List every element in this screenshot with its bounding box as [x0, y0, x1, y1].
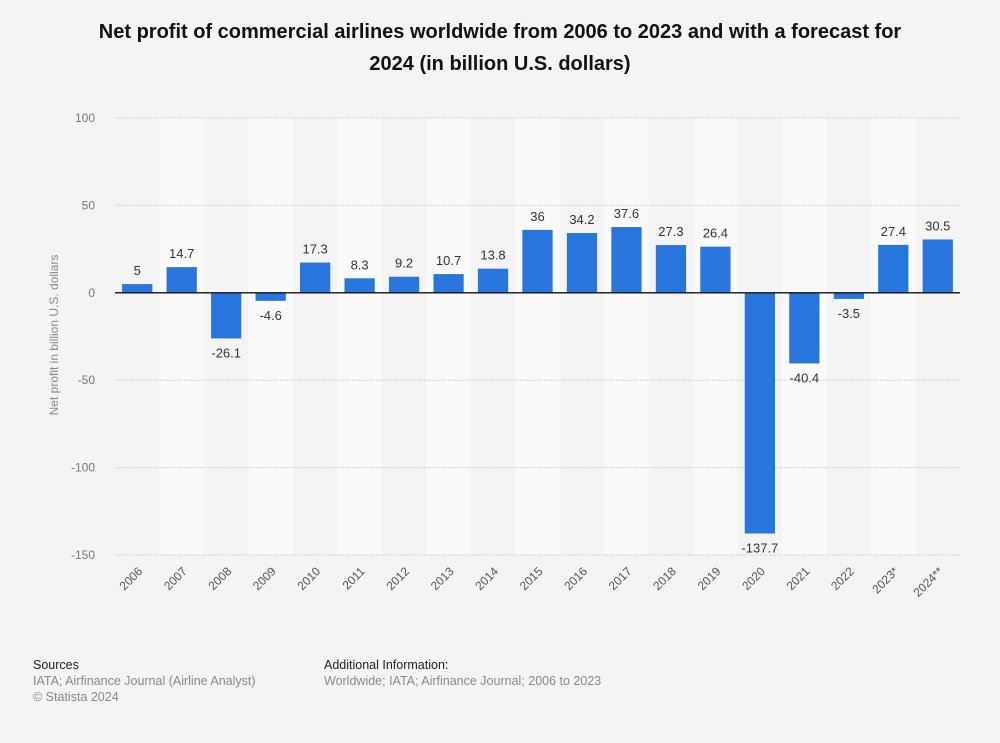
data-label: -26.1 [211, 345, 241, 360]
additional-info-heading: Additional Information: [324, 658, 449, 672]
x-tick-label: 2019 [695, 564, 724, 593]
sources-block: Sources IATA; Airfinance Journal (Airlin… [33, 657, 256, 705]
category-band [515, 118, 560, 555]
y-tick-label: 50 [82, 198, 96, 212]
bar[interactable] [700, 246, 731, 293]
bar[interactable] [477, 268, 509, 293]
sources-text: IATA; Airfinance Journal (Airline Analys… [33, 674, 256, 688]
bar[interactable] [922, 239, 953, 293]
data-label: 13.8 [480, 248, 505, 263]
x-tick-label: 2014 [472, 564, 501, 593]
x-tick-label: 2020 [739, 564, 768, 593]
x-tick-label: 2006 [117, 564, 146, 593]
category-band [871, 118, 916, 555]
x-tick-label: 2009 [250, 564, 279, 593]
x-tick-label: 2024** [910, 564, 946, 600]
bar[interactable] [744, 292, 775, 534]
sources-heading: Sources [33, 658, 79, 672]
y-tick-label: -50 [78, 373, 96, 387]
data-label: 37.6 [614, 206, 639, 221]
bar[interactable] [655, 245, 687, 293]
data-label: 10.7 [436, 253, 461, 268]
y-tick-label: -150 [71, 548, 95, 562]
x-tick-label: 2016 [561, 564, 590, 593]
category-band [159, 118, 204, 555]
additional-info-block: Additional Information: Worldwide; IATA;… [324, 657, 601, 689]
category-band [826, 118, 872, 555]
data-label: 36 [530, 209, 544, 224]
bar[interactable] [878, 244, 909, 293]
bar[interactable] [300, 262, 331, 293]
x-tick-label: 2015 [517, 564, 546, 593]
data-label: -4.6 [259, 308, 281, 323]
x-tick-label: 2008 [206, 564, 235, 593]
category-band [648, 118, 694, 555]
x-tick-label: 2021 [784, 564, 813, 593]
data-label: -40.4 [790, 370, 820, 385]
category-band [915, 118, 960, 555]
bar[interactable] [255, 292, 286, 301]
data-label: 8.3 [351, 257, 369, 272]
category-band [426, 118, 471, 555]
copyright-link[interactable]: © Statista 2024 [33, 690, 119, 704]
bar[interactable] [211, 292, 242, 339]
data-label: 27.3 [658, 224, 683, 239]
bar[interactable] [789, 292, 820, 364]
bar[interactable] [344, 278, 375, 293]
bar[interactable] [522, 229, 553, 293]
y-tick-label: 100 [75, 111, 95, 125]
bar[interactable] [611, 227, 642, 293]
x-tick-label: 2018 [650, 564, 679, 593]
x-tick-label: 2012 [383, 564, 412, 593]
additional-info-text: Worldwide; IATA; Airfinance Journal; 200… [324, 674, 602, 688]
data-label: -3.5 [838, 306, 860, 321]
category-band [559, 118, 605, 555]
data-label: 30.5 [925, 218, 950, 233]
data-label: -137.7 [741, 540, 778, 555]
data-label: 14.7 [169, 246, 194, 261]
x-tick-label: 2011 [340, 564, 368, 592]
x-tick-label: 2007 [161, 564, 190, 593]
x-tick-label: 2010 [294, 564, 323, 593]
x-tick-label: 2017 [606, 564, 635, 593]
bar[interactable] [833, 292, 864, 299]
category-band [337, 118, 382, 555]
chart-title: Net profit of commercial airlines worldw… [0, 16, 1000, 80]
bar[interactable] [166, 267, 197, 293]
bar[interactable] [122, 284, 153, 293]
chart-title-line-1: Net profit of commercial airlines worldw… [98, 21, 902, 43]
category-band [693, 118, 738, 555]
data-label: 34.2 [569, 212, 594, 227]
data-label: 26.4 [703, 226, 728, 241]
y-tick-label: -100 [71, 461, 95, 475]
data-label: 27.4 [881, 224, 906, 239]
data-label: 5 [134, 263, 141, 278]
x-tick-label: 2022 [828, 564, 857, 593]
bar[interactable] [566, 233, 598, 293]
y-tick-label: 0 [88, 286, 95, 300]
y-axis-label: Net profit in billion U.S. dollars [47, 255, 61, 416]
category-band [604, 118, 649, 555]
x-tick-label: 2013 [428, 564, 457, 593]
category-band [470, 118, 516, 555]
category-band [381, 118, 427, 555]
category-band [115, 118, 160, 555]
data-label: 17.3 [302, 242, 327, 257]
category-band [292, 118, 338, 555]
chart-title-line-2: 2024 (in billion U.S. dollars) [369, 53, 631, 75]
x-tick-label: 2023* [869, 564, 901, 596]
category-band [248, 118, 293, 555]
bar[interactable] [433, 274, 464, 293]
bar[interactable] [388, 276, 420, 293]
data-label: 9.2 [395, 256, 413, 271]
